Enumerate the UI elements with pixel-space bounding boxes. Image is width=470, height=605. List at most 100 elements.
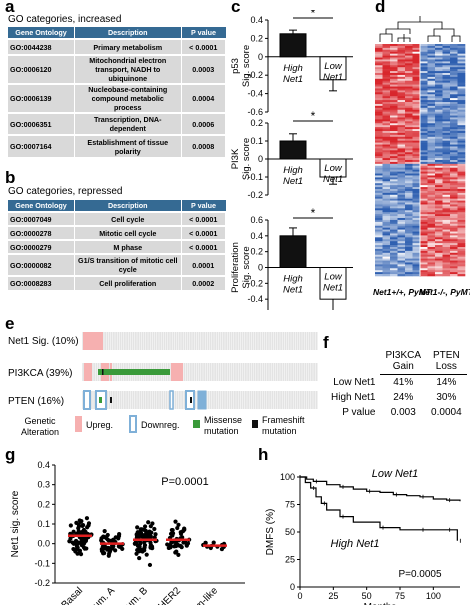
heatmap-cell xyxy=(450,266,458,269)
heatmap-cell xyxy=(375,223,383,227)
heatmap-cell xyxy=(420,123,428,126)
heatmap-cell xyxy=(382,138,391,141)
heatmap-cell xyxy=(457,241,466,244)
cell: < 0.0001 xyxy=(181,225,226,240)
heatmap-cell xyxy=(375,134,383,138)
heatmap-cell xyxy=(390,212,398,215)
heatmap-cell xyxy=(382,248,391,252)
heatmap-cell xyxy=(390,123,398,126)
heatmap-cell xyxy=(405,127,413,130)
heatmap-cell xyxy=(450,94,458,97)
heatmap-cell xyxy=(435,71,443,74)
heatmap-cell xyxy=(405,142,413,145)
heatmap-cell xyxy=(405,115,413,118)
heatmap-cell xyxy=(420,160,428,163)
heatmap-cell xyxy=(412,132,421,136)
heatmap-cell xyxy=(390,88,398,91)
heatmap-cell xyxy=(457,152,466,155)
heatmap-cell xyxy=(427,223,436,227)
heatmap-cell xyxy=(390,90,398,93)
heatmap-cell xyxy=(435,156,443,159)
heatmap-cell xyxy=(420,194,428,198)
heatmap-cell xyxy=(390,146,398,149)
heatmap-cell xyxy=(397,57,406,60)
heatmap-cell xyxy=(457,231,466,234)
data-point xyxy=(106,538,111,543)
cell: GO:0044238 xyxy=(8,38,75,55)
heatmap-cell xyxy=(450,264,458,267)
heatmap-cell xyxy=(427,175,436,178)
y-axis-label: p53 xyxy=(230,58,241,74)
heatmap-cell xyxy=(442,131,451,134)
heatmap-cell xyxy=(405,169,413,172)
heatmap-cell xyxy=(405,258,413,261)
heatmap-cell xyxy=(397,156,406,159)
heatmap-cell xyxy=(457,167,466,170)
heatmap-cell xyxy=(457,94,466,97)
heatmap-cell xyxy=(457,237,466,240)
cell: 0.0008 xyxy=(181,134,226,157)
data-point xyxy=(116,535,121,540)
heatmap-cell xyxy=(397,119,406,122)
heatmap-cell xyxy=(382,262,391,265)
heatmap-cell xyxy=(382,247,391,250)
heatmap-cell xyxy=(427,127,436,130)
heatmap-cell xyxy=(420,55,428,58)
heatmap-cell xyxy=(405,102,413,105)
heatmap-cell xyxy=(405,179,413,182)
heatmap-cell xyxy=(442,148,451,151)
heatmap-cell xyxy=(420,225,428,228)
heatmap-cell xyxy=(397,148,406,151)
heatmap-cell xyxy=(375,216,383,219)
heatmap-cell xyxy=(382,105,391,109)
heatmap-cell xyxy=(405,82,413,85)
heatmap-cell xyxy=(390,254,398,257)
heatmap-cell xyxy=(435,206,443,209)
heatmap-cell xyxy=(442,235,451,238)
heatmap-cell xyxy=(442,270,451,273)
heatmap-cell xyxy=(382,235,391,238)
heatmap-cell xyxy=(390,84,398,87)
heatmap-cell xyxy=(457,223,466,227)
heatmap-cell xyxy=(397,67,406,70)
heatmap-cell xyxy=(390,154,398,157)
heatmap-cell xyxy=(435,171,443,174)
heatmap-cell xyxy=(457,212,466,215)
heatmap-cell xyxy=(450,84,458,87)
heatmap-cell xyxy=(427,225,436,228)
heatmap-cell xyxy=(405,109,413,112)
heatmap-cell xyxy=(382,98,391,101)
heatmap-cell xyxy=(457,107,466,111)
heatmap-cell xyxy=(405,185,413,188)
data-point xyxy=(102,550,107,556)
heatmap-cell xyxy=(420,74,428,78)
heatmap-cell xyxy=(457,274,466,277)
heatmap-cell xyxy=(442,74,451,78)
heatmap-cell xyxy=(375,181,383,184)
heatmap-cell xyxy=(442,183,451,186)
heatmap-cell xyxy=(420,221,428,225)
heatmap-cell xyxy=(450,113,458,116)
heatmap-cell xyxy=(420,175,428,178)
heatmap-cell xyxy=(390,173,398,176)
heatmap-cell xyxy=(405,173,413,176)
heatmap-cell xyxy=(382,223,391,227)
heatmap-cell xyxy=(382,82,391,85)
heatmap-cell xyxy=(405,113,413,116)
heatmap-cell xyxy=(435,103,443,107)
heatmap-cell xyxy=(450,252,458,256)
heatmap-cell xyxy=(427,248,436,252)
heatmap-cell xyxy=(397,82,406,85)
heatmap-cell xyxy=(457,53,466,56)
heatmap-cell xyxy=(420,183,428,186)
heatmap-cell xyxy=(390,252,398,256)
heatmap-cell xyxy=(397,131,406,134)
heatmap-cell xyxy=(457,250,466,254)
heatmap-cell xyxy=(382,183,391,186)
heatmap-cell xyxy=(375,146,383,149)
heatmap-cell xyxy=(375,94,383,97)
heatmap-cell xyxy=(382,202,391,205)
heatmap-cell xyxy=(427,45,436,49)
cell: Transcription, DNA-dependent xyxy=(74,112,182,135)
heatmap-cell xyxy=(450,111,458,114)
